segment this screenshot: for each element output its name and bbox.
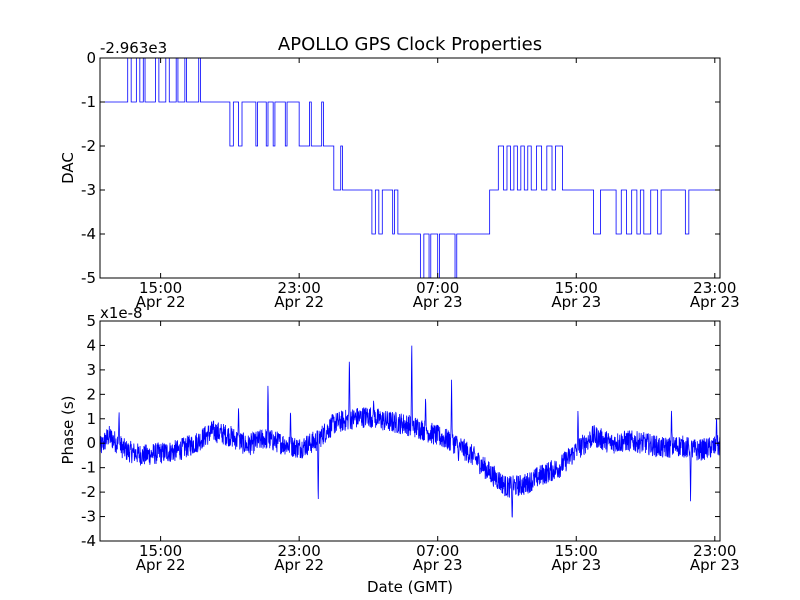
y-tick-label: 1: [86, 410, 96, 428]
x-tick-label-date: Apr 23: [551, 293, 601, 311]
x-tick-label-time: 07:00: [416, 542, 459, 560]
x-tick-label-time: 15:00: [139, 279, 182, 297]
x-tick-label-date: Apr 22: [136, 556, 186, 574]
x-tick-label-time: 15:00: [139, 542, 182, 560]
dac-y-axis-label: DAC: [59, 152, 77, 184]
phase-series-line: [100, 345, 720, 518]
x-tick-label-date: Apr 23: [690, 556, 740, 574]
x-axis-label: Date (GMT): [367, 578, 453, 596]
x-tick-label-time: 23:00: [278, 542, 321, 560]
x-tick-label-date: Apr 22: [136, 293, 186, 311]
y-tick-label: 0: [86, 49, 96, 67]
x-tick-label-date: Apr 22: [274, 556, 324, 574]
x-tick-label-date: Apr 23: [551, 556, 601, 574]
y-tick-label: 0: [86, 434, 96, 452]
axes-frame: [99, 57, 721, 279]
x-tick-label-date: Apr 23: [413, 556, 463, 574]
phase-offset-label: x1e-8: [100, 304, 143, 322]
y-tick-label: -4: [81, 225, 96, 243]
x-tick-label-time: 23:00: [693, 279, 736, 297]
dac-series-line: [100, 58, 720, 278]
phase-panel: x1e-8 Phase (s) Date (GMT) 5 4 3 2 1 0 -1 -2 -3 -…: [59, 304, 740, 596]
y-tick-label: -3: [81, 508, 96, 526]
x-tick-label-date: Apr 23: [690, 293, 740, 311]
y-tick-label: 4: [86, 336, 96, 354]
y-tick-label: 5: [86, 312, 96, 330]
y-tick-label: 3: [86, 361, 96, 379]
x-tick-label-time: 15:00: [555, 542, 598, 560]
y-tick-label: -1: [81, 459, 96, 477]
y-tick-label: -2: [81, 483, 96, 501]
chart-title: APOLLO GPS Clock Properties: [278, 34, 542, 55]
y-tick-label: 2: [86, 385, 96, 403]
y-tick-label: -3: [81, 181, 96, 199]
y-tick-label: -4: [81, 532, 96, 550]
x-tick-label-time: 23:00: [278, 279, 321, 297]
y-tick-label: -2: [81, 137, 96, 155]
phase-y-axis-label: Phase (s): [59, 395, 77, 464]
x-tick-label-date: Apr 22: [274, 293, 324, 311]
y-tick-label: -5: [81, 269, 96, 287]
x-tick-label-date: Apr 23: [413, 293, 463, 311]
dac-offset-label: -2.963e3: [100, 39, 167, 57]
x-tick-label-time: 07:00: [416, 279, 459, 297]
x-tick-label-time: 23:00: [693, 542, 736, 560]
y-tick-label: -1: [81, 93, 96, 111]
x-tick-label-time: 15:00: [555, 279, 598, 297]
axes-frame: [99, 320, 721, 542]
